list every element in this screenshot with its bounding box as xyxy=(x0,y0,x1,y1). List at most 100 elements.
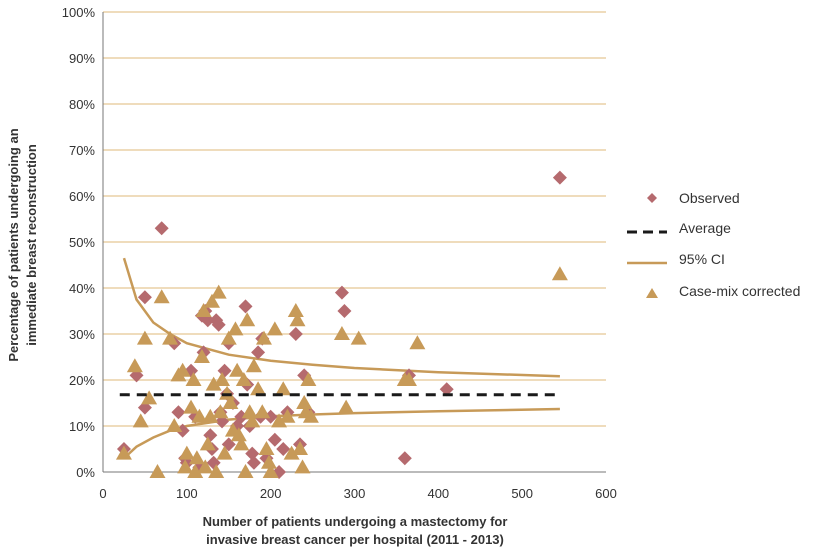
observed-point xyxy=(211,317,226,332)
case-mix-point xyxy=(195,303,212,317)
x-axis-title-line-2: invasive breast cancer per hospital (201… xyxy=(206,532,504,547)
case-mix-point xyxy=(289,312,306,327)
case-mix-point xyxy=(214,372,231,386)
case-mix-point xyxy=(220,330,237,345)
case-mix-point xyxy=(230,427,247,442)
y-tick-label: 40% xyxy=(69,281,95,296)
y-tick-label: 100% xyxy=(62,5,96,20)
observed-point xyxy=(238,299,253,314)
y-tick-label: 50% xyxy=(69,235,95,250)
case-mix-point xyxy=(141,390,158,405)
observed-point xyxy=(288,327,303,341)
case-mix-point xyxy=(551,266,568,281)
case-mix-point xyxy=(235,372,252,386)
case-mix-point xyxy=(229,362,246,377)
case-mix-point xyxy=(255,330,272,345)
case-mix-point xyxy=(162,330,179,345)
y-tick-label: 20% xyxy=(69,373,95,388)
observed-point xyxy=(154,221,169,236)
case-mix-point xyxy=(212,404,229,419)
case-mix-point xyxy=(187,464,204,478)
case-mix-point xyxy=(227,321,244,336)
x-tick-label: 300 xyxy=(344,486,366,501)
case-mix-point xyxy=(149,464,166,478)
y-axis-ticks: 0% 10% 20% 30% 40% 50% 60% 70% 80% 90% 100% xyxy=(62,5,96,480)
case-mix-point xyxy=(283,445,300,460)
case-mix-point xyxy=(279,408,296,423)
observed-point xyxy=(276,442,291,456)
case-mix-point xyxy=(258,441,275,455)
case-mix-point xyxy=(294,459,311,474)
case-mix-point xyxy=(136,330,153,345)
observed-point xyxy=(552,170,567,185)
case-mix-point xyxy=(199,436,216,451)
observed-point xyxy=(397,451,412,466)
case-mix-point xyxy=(245,358,262,373)
case-mix-point xyxy=(193,349,210,363)
case-mix-point xyxy=(216,445,233,460)
case-mix-point xyxy=(197,459,214,474)
case-mix-point xyxy=(296,395,313,409)
y-tick-label: 90% xyxy=(69,51,95,66)
case-mix-point xyxy=(132,413,149,428)
legend-observed-marker xyxy=(647,193,657,203)
x-tick-label: 500 xyxy=(511,486,533,501)
ci-lower-line xyxy=(123,407,560,460)
x-axis-ticks: 0 100 200 300 400 500 600 xyxy=(99,486,616,501)
y-tick-label: 60% xyxy=(69,189,95,204)
case-mix-point xyxy=(166,418,183,432)
observed-point xyxy=(171,405,186,420)
case-mix-point xyxy=(126,358,143,373)
case-mix-point xyxy=(233,436,250,451)
y-axis-title-line-1: Percentage of patients undergoing an xyxy=(6,128,21,361)
case-mix-point xyxy=(183,399,200,414)
observed-point xyxy=(267,432,282,447)
legend-observed-label: Observed xyxy=(679,190,740,206)
case-mix-point xyxy=(237,464,254,478)
case-mix-point xyxy=(338,399,355,414)
legend-ci-label: 95% CI xyxy=(679,251,725,267)
case-mix-point xyxy=(262,464,279,478)
case-mix-point xyxy=(350,330,367,345)
observed-point xyxy=(251,345,266,360)
case-mix-point xyxy=(203,293,220,308)
case-mix-point xyxy=(254,404,271,419)
x-tick-label: 0 xyxy=(99,486,106,501)
y-axis-title-line-2: immediate breast reconstruction xyxy=(24,144,39,346)
case-mix-point xyxy=(409,335,426,350)
observed-point xyxy=(137,290,152,305)
legend-case-mix-label: Case-mix corrected xyxy=(679,283,800,299)
case-mix-point xyxy=(178,445,195,460)
case-mix-point xyxy=(302,408,319,423)
legend-case-mix-marker xyxy=(646,288,658,298)
legend: Observed Average 95% CI Case-mix correct… xyxy=(627,190,800,299)
observed-point xyxy=(217,363,232,378)
x-tick-label: 400 xyxy=(427,486,449,501)
horizontal-grid xyxy=(103,11,606,427)
case-mix-point xyxy=(205,376,222,391)
x-axis-title-line-1: Number of patients undergoing a mastecto… xyxy=(203,514,508,529)
case-mix-point xyxy=(300,372,317,386)
case-mix-point xyxy=(260,454,277,469)
case-mix-point xyxy=(174,362,191,377)
case-mix-point xyxy=(244,413,261,428)
y-tick-label: 70% xyxy=(69,143,95,158)
case-mix-point xyxy=(271,413,288,428)
case-mix-point xyxy=(191,408,208,423)
case-mix-point xyxy=(115,445,132,460)
x-tick-label: 100 xyxy=(176,486,198,501)
case-mix-point xyxy=(177,459,194,474)
x-tick-label: 600 xyxy=(595,486,617,501)
case-mix-point xyxy=(400,372,417,386)
plot-area xyxy=(115,170,568,479)
observed-point xyxy=(337,304,352,318)
x-tick-label: 200 xyxy=(260,486,282,501)
case-mix-point xyxy=(287,303,304,317)
case-mix-point xyxy=(208,464,225,478)
case-mix-point xyxy=(153,289,170,304)
observed-point xyxy=(246,455,261,470)
case-mix-point xyxy=(292,441,309,455)
case-mix-point xyxy=(239,312,256,327)
y-tick-label: 0% xyxy=(76,465,95,480)
